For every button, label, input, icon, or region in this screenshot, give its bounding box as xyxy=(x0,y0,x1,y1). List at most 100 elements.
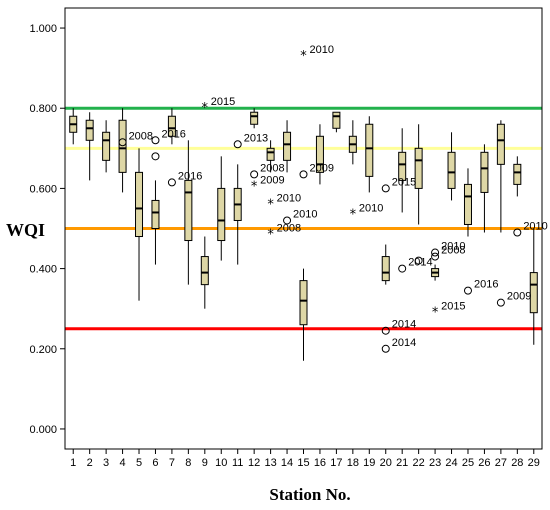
x-tick-label: 13 xyxy=(264,457,276,469)
x-tick-label: 27 xyxy=(495,457,507,469)
outlier-station-27: 2009 xyxy=(496,291,531,307)
x-tick-label: 1 xyxy=(70,457,76,469)
outlier-circle-marker xyxy=(496,298,505,307)
box-iqr xyxy=(299,280,308,326)
x-tick-label: 29 xyxy=(528,457,540,469)
box-iqr xyxy=(118,119,127,173)
x-tick-label: 11 xyxy=(232,457,243,469)
outlier-label: 2008 xyxy=(277,223,301,235)
box-station-7 xyxy=(167,108,176,145)
box-station-6 xyxy=(151,180,160,265)
x-tick-label: 24 xyxy=(445,457,457,469)
box-station-23 xyxy=(431,264,440,281)
box-station-2 xyxy=(85,112,94,181)
outlier-circle-marker xyxy=(381,326,390,335)
outlier-circle-marker xyxy=(167,178,176,187)
outlier-star-marker: * xyxy=(350,207,357,222)
box-iqr xyxy=(447,151,456,189)
outlier-station-23: 2008 xyxy=(431,245,466,261)
y-tick-label: 0.400 xyxy=(29,264,57,276)
box-station-14 xyxy=(283,120,292,173)
box-station-3 xyxy=(102,120,111,173)
outlier-label: 2010 xyxy=(441,241,465,253)
x-tick-label: 2 xyxy=(87,457,93,469)
box-iqr xyxy=(151,199,160,230)
outlier-station-6 xyxy=(151,152,160,161)
outlier-label: 2015 xyxy=(441,301,465,313)
box-station-8 xyxy=(184,140,193,285)
x-tick-label: 6 xyxy=(152,457,158,469)
outlier-station-13: * 2008 xyxy=(267,223,301,243)
outlier-label: 2015 xyxy=(211,96,235,108)
outlier-label: 2015 xyxy=(392,176,416,188)
outlier-station-7: 2016 xyxy=(167,170,202,187)
x-tick-label: 15 xyxy=(297,457,309,469)
outlier-star-marker: * xyxy=(267,228,274,243)
outlier-circle-marker xyxy=(250,170,259,179)
outlier-circle-marker xyxy=(463,286,472,295)
box-station-29 xyxy=(529,228,538,345)
x-tick-label: 5 xyxy=(136,457,142,469)
box-station-24 xyxy=(447,132,456,201)
y-tick-labels: 0.000 0.200 0.400 0.600 0.800 1.000 xyxy=(29,23,65,436)
x-tick-label: 7 xyxy=(169,457,175,469)
outlier-circle-marker xyxy=(431,248,440,257)
x-tick-label: 22 xyxy=(413,457,425,469)
x-tick-label: 18 xyxy=(347,457,359,469)
outlier-station-20: 2014 xyxy=(381,337,416,353)
outlier-circle-marker xyxy=(118,138,127,147)
x-tick-label: 25 xyxy=(462,457,474,469)
box-station-25 xyxy=(463,168,472,237)
y-tick-label: 1.000 xyxy=(29,23,57,35)
box-iqr xyxy=(102,131,111,161)
outlier-station-25: 2016 xyxy=(463,279,498,295)
x-tick-label: 8 xyxy=(185,457,191,469)
outlier-label: 2014 xyxy=(392,337,416,349)
outlier-station-21: 2014 xyxy=(398,257,433,273)
outlier-label: 2010 xyxy=(359,202,383,214)
box-station-18 xyxy=(348,120,357,165)
box-iqr xyxy=(250,111,259,125)
outlier-station-20: 2014 xyxy=(381,319,416,335)
outlier-circle-marker xyxy=(381,184,390,193)
outlier-station-15: * 2010 xyxy=(300,44,334,64)
outlier-label: 2009 xyxy=(310,162,334,174)
box-iqr xyxy=(513,163,522,185)
box-station-26 xyxy=(480,144,489,233)
outlier-station-15: 2009 xyxy=(299,162,334,179)
boxes-layer xyxy=(69,108,538,361)
box-station-10 xyxy=(217,156,226,261)
box-station-5 xyxy=(135,148,144,301)
outlier-circle-marker xyxy=(283,216,292,225)
outlier-station-20: 2015 xyxy=(381,176,416,193)
x-tick-label: 28 xyxy=(511,457,523,469)
box-station-4 xyxy=(118,108,127,193)
outlier-label: 2008 xyxy=(129,130,153,142)
y-tick-label: 0.000 xyxy=(29,424,57,436)
outlier-label: 2016 xyxy=(474,279,498,291)
x-tick-label: 14 xyxy=(281,457,293,469)
outlier-star-marker: * xyxy=(202,101,209,116)
box-iqr xyxy=(266,147,275,161)
outlier-label: 2009 xyxy=(260,174,284,186)
outlier-label: 2016 xyxy=(178,170,202,182)
outlier-label: 2013 xyxy=(244,132,268,144)
outlier-station-9: * 2015 xyxy=(202,96,236,116)
outlier-station-22 xyxy=(414,256,423,265)
x-tick-label: 12 xyxy=(248,457,260,469)
outlier-station-6: 2016 xyxy=(151,128,186,145)
outlier-station-12: * 2009 xyxy=(251,174,285,194)
outlier-star-marker: * xyxy=(251,179,258,194)
outlier-star-marker: * xyxy=(432,306,439,321)
x-tick-label: 4 xyxy=(120,457,126,469)
box-station-15 xyxy=(299,268,308,361)
outlier-station-14: 2010 xyxy=(283,208,318,225)
box-station-21 xyxy=(398,128,407,213)
outlier-station-4: 2008 xyxy=(118,130,153,147)
outlier-label: 2008 xyxy=(260,162,284,174)
outlier-circle-marker xyxy=(414,256,423,265)
box-iqr xyxy=(381,256,390,282)
outlier-circle-marker xyxy=(513,228,522,237)
